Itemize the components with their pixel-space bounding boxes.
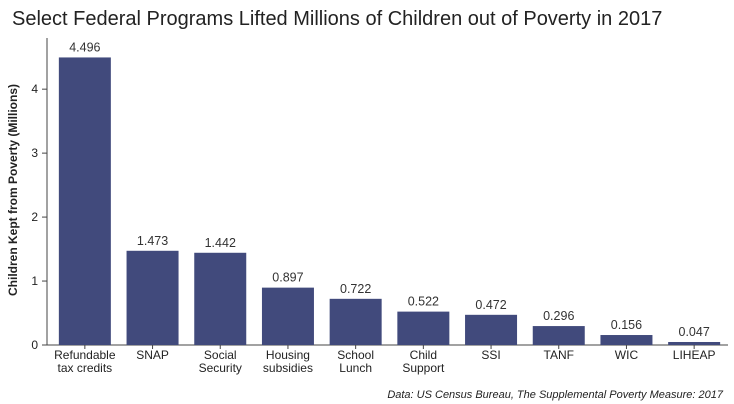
x-tick-label: SSI [481, 348, 500, 362]
x-tick-label: subsidies [263, 361, 313, 375]
x-tick-label: Housing [266, 348, 310, 362]
bar-value-label: 1.442 [205, 236, 236, 250]
x-tick-label: SNAP [136, 348, 169, 362]
value-labels-group: 4.496 1.473 1.442 0.897 0.722 0.522 0.472 0.296… [69, 40, 710, 339]
y-tick-label: 4 [31, 82, 38, 96]
y-axis-label: Children Kept from Poverty (Millions) [6, 84, 20, 296]
bar [465, 314, 518, 345]
source-note: Data: US Census Bureau, The Supplemental… [387, 389, 724, 401]
x-tick-label: Social [204, 348, 237, 362]
bar [329, 298, 382, 345]
bar-value-label: 0.897 [272, 271, 303, 285]
x-tick-label: Security [199, 361, 242, 375]
bar [600, 335, 653, 345]
y-tick-label: 3 [31, 146, 38, 160]
bar [58, 57, 111, 346]
bar [194, 252, 247, 345]
y-tick-label: 0 [31, 338, 38, 352]
x-tick-label: Support [402, 361, 445, 375]
x-tick-label: TANF [544, 348, 574, 362]
bar-value-label: 0.296 [543, 309, 574, 323]
x-tick-label: Refundable [54, 348, 116, 362]
bar [668, 341, 721, 345]
x-tick-label: LIHEAP [673, 348, 716, 362]
x-tick-label: Child [410, 348, 437, 362]
bar-value-label: 0.722 [340, 282, 371, 296]
x-tick-label: tax credits [58, 361, 113, 375]
bar [261, 287, 314, 345]
y-tick-label: 2 [31, 210, 38, 224]
bar-value-label: 0.047 [679, 325, 710, 339]
bar [397, 311, 450, 345]
x-tick-label: WIC [615, 348, 639, 362]
y-tick-label: 1 [31, 274, 38, 288]
bars-group [58, 57, 721, 346]
bar-value-label: 0.522 [408, 295, 439, 309]
chart-title: Select Federal Programs Lifted Millions … [12, 8, 662, 30]
x-tick-label: Lunch [339, 361, 372, 375]
bar-value-label: 1.473 [137, 234, 168, 248]
x-tick-label: School [337, 348, 374, 362]
y-axis-ticks: 0 1 2 3 4 [31, 82, 47, 352]
bar [126, 250, 179, 345]
bar-value-label: 4.496 [69, 40, 100, 54]
bar-value-label: 0.472 [475, 298, 506, 312]
bar [532, 326, 585, 345]
bar-value-label: 0.156 [611, 318, 642, 332]
